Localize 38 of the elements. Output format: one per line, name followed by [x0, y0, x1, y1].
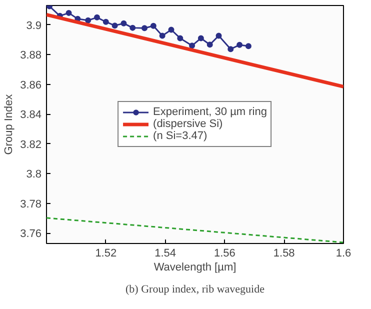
y-tick-label: 3.86 [20, 79, 42, 92]
y-tick-label: 3.82 [20, 138, 42, 151]
x-tick-label: 1.56 [214, 248, 236, 260]
point [245, 43, 252, 50]
y-axis-title: Group Index [3, 94, 16, 155]
legend-label: Experiment, 30 µm ring [153, 106, 267, 118]
y-tick-label: 3.84 [20, 109, 42, 122]
point [168, 26, 174, 33]
point [159, 32, 166, 39]
point [206, 42, 213, 48]
x-tick-label: 1.54 [154, 248, 176, 260]
point [130, 24, 136, 31]
point [189, 42, 196, 49]
point [236, 42, 243, 48]
point [216, 32, 222, 39]
x-tick-label: 1.52 [95, 248, 117, 260]
legend-label: (dispersive Si) [153, 118, 223, 130]
y-tick-label: 3.9 [26, 20, 42, 32]
point [177, 35, 184, 42]
point [112, 22, 118, 29]
point [150, 22, 156, 29]
x-axis-title: Wavelength [µm] [154, 262, 236, 274]
legend-label: (n Si=3.47) [153, 130, 208, 142]
point [85, 17, 92, 24]
y-tick-label: 3.88 [20, 50, 42, 62]
y-tick-label: 3.8 [26, 168, 42, 181]
point [120, 20, 127, 26]
point [94, 14, 100, 20]
point [142, 25, 148, 32]
text: (b) Group index, rib waveguide [126, 284, 265, 296]
y-tick-label: 3.76 [20, 228, 42, 240]
y-tick-label: 3.78 [20, 198, 42, 210]
point [102, 18, 109, 25]
point [198, 35, 204, 42]
point [228, 46, 234, 52]
x-tick-label: 1.6 [336, 248, 352, 260]
x-tick-label: 1.58 [273, 248, 295, 260]
point [66, 10, 72, 16]
